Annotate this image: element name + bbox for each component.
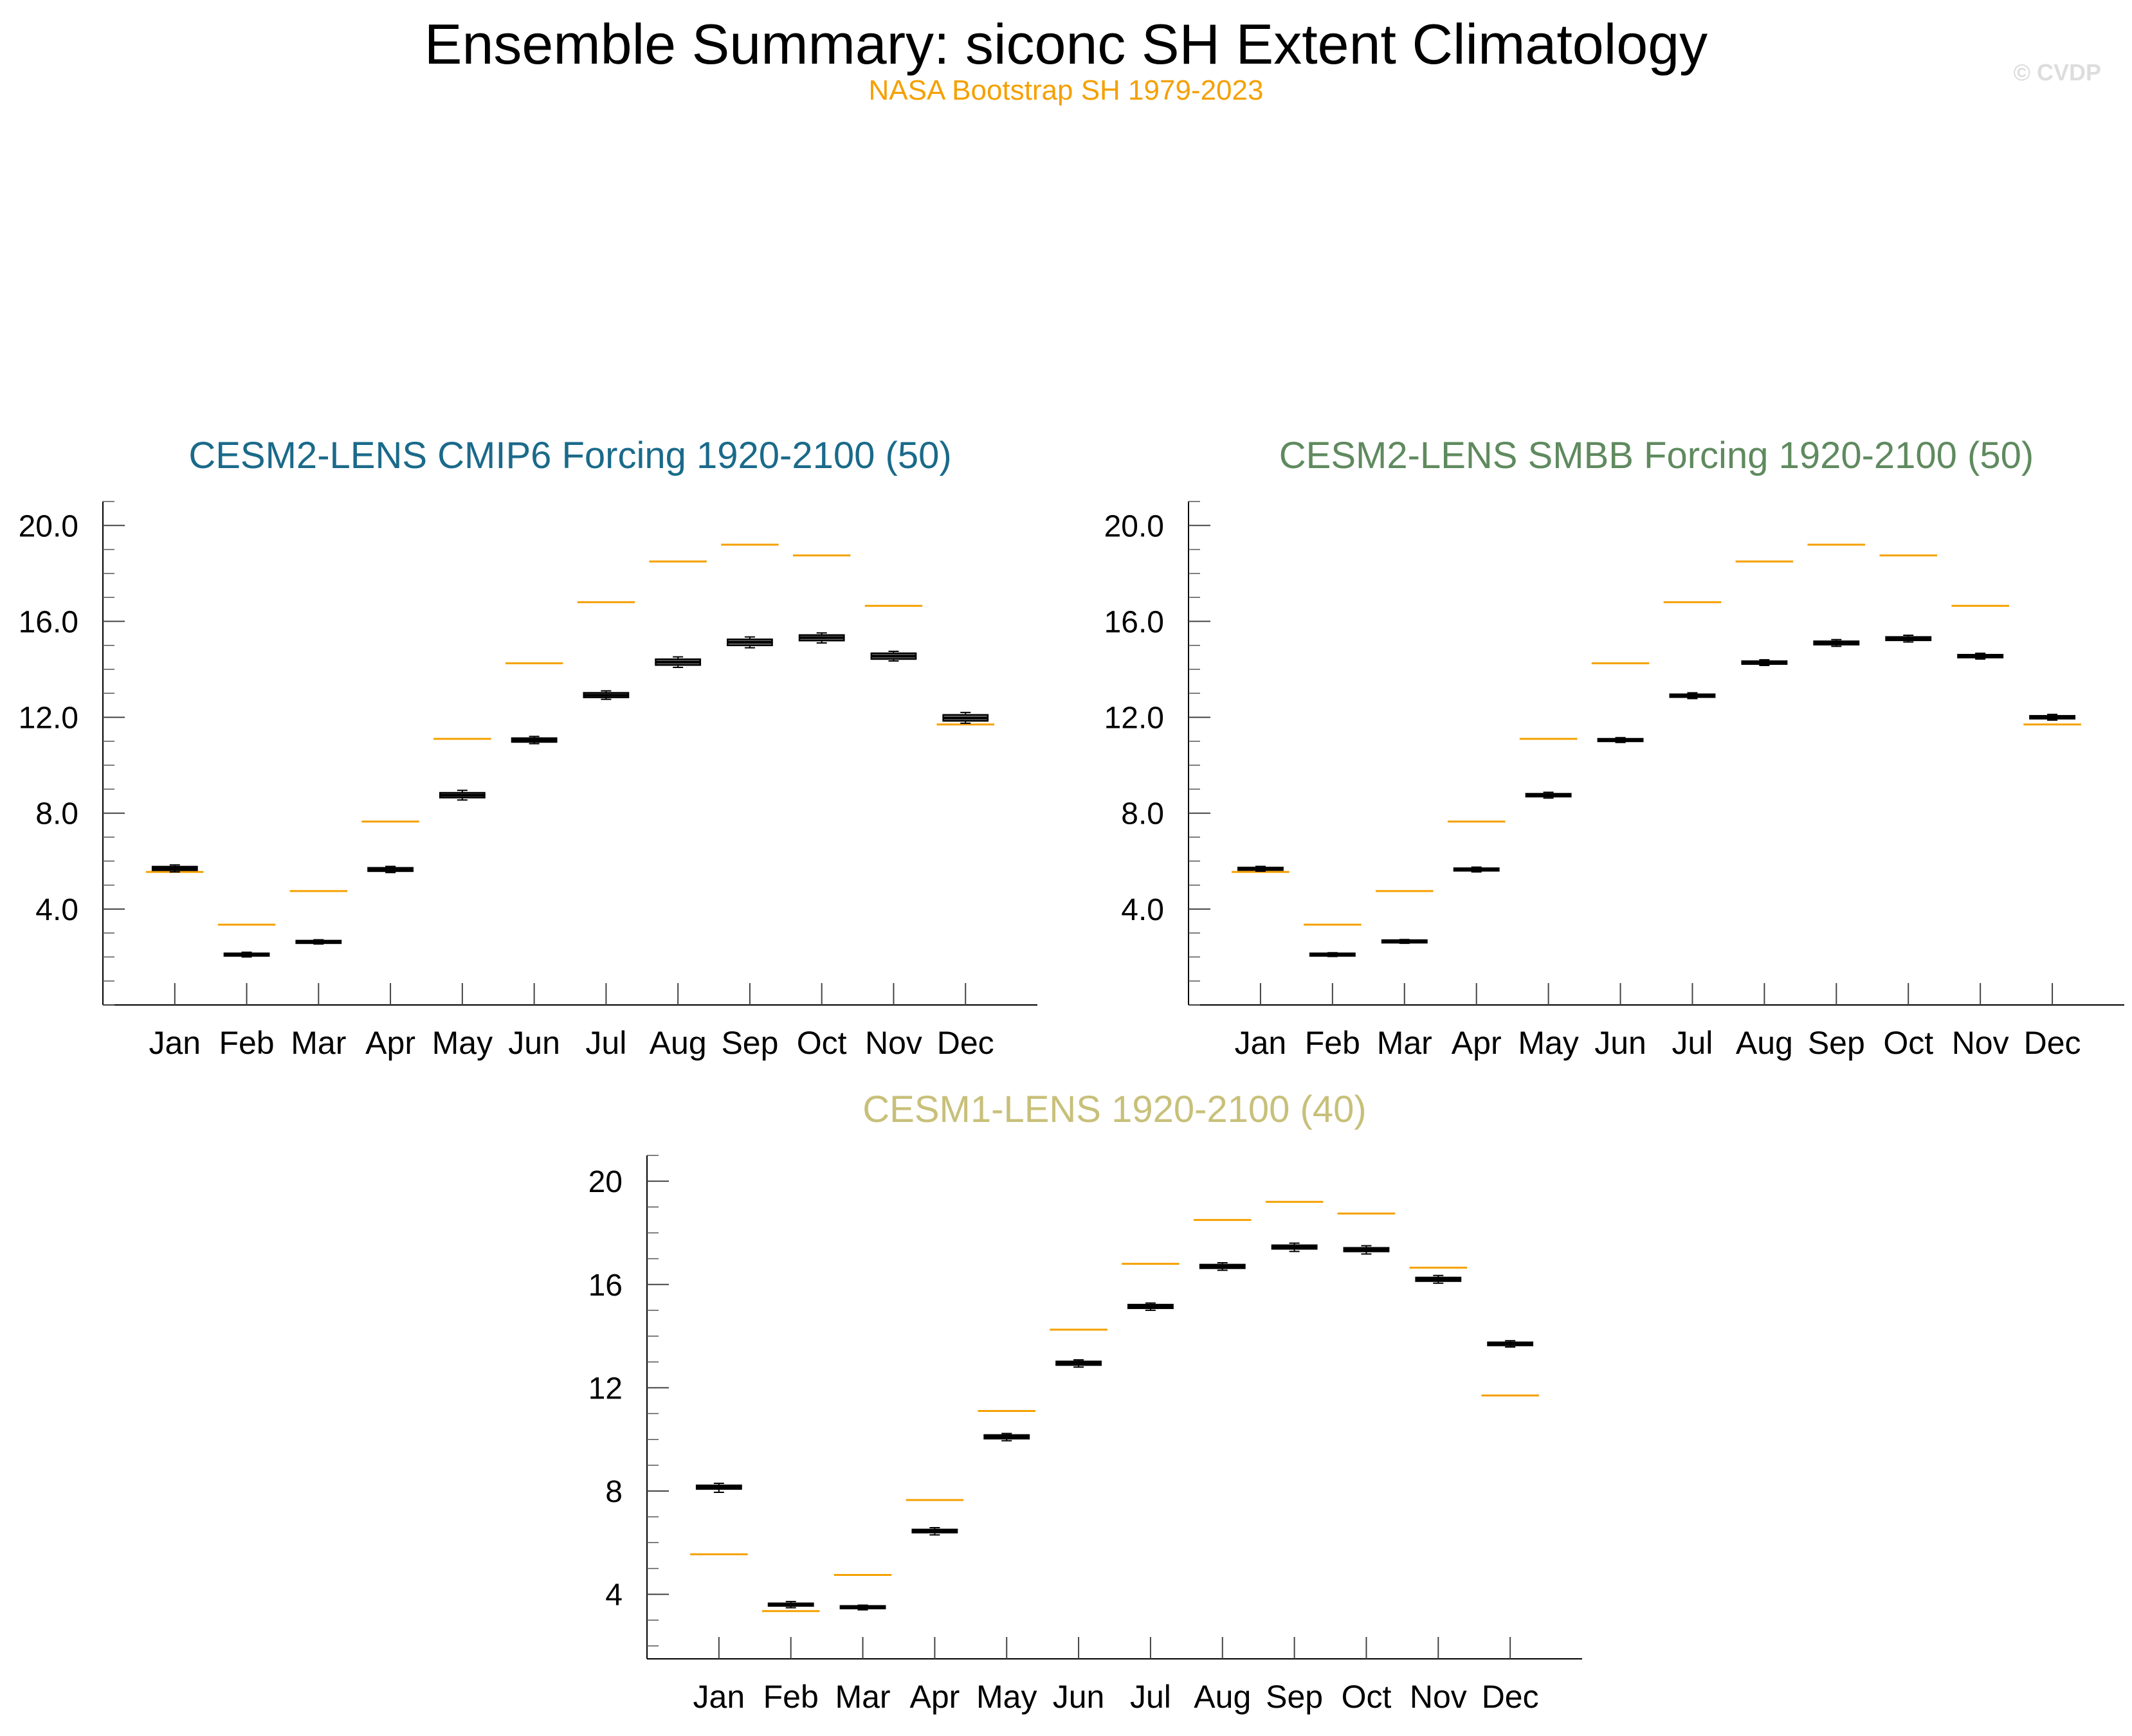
x-tick-label: Mar — [1377, 1025, 1432, 1061]
panel-title: CESM2-LENS CMIP6 Forcing 1920-2100 (50) — [188, 435, 951, 476]
chart-panel-3: CESM1-LENS 1920-2100 (40) 4 8 12 16 20 Jan Feb M… — [588, 1089, 1582, 1715]
x-tick-label: Jan — [149, 1025, 201, 1061]
chart-panel-1: CESM2-LENS CMIP6 Forcing 1920-2100 (50) 4… — [19, 435, 1037, 1061]
x-tick-label: Mar — [835, 1679, 890, 1715]
x-tick-label: Mar — [291, 1025, 346, 1061]
y-tick-label: 20.0 — [19, 509, 78, 543]
x-tick-label: Jul — [1130, 1679, 1171, 1715]
x-tick-label: Apr — [909, 1679, 960, 1715]
y-tick-label: 20 — [588, 1165, 623, 1199]
panel-title: CESM2-LENS SMBB Forcing 1920-2100 (50) — [1279, 435, 2034, 476]
x-tick-label: May — [976, 1679, 1037, 1715]
x-tick-label: Feb — [219, 1025, 274, 1061]
y-tick-label: 4.0 — [1121, 893, 1164, 927]
x-tick-label: May — [432, 1025, 493, 1061]
y-tick-label: 8 — [605, 1475, 623, 1509]
x-tick-label: Dec — [1482, 1679, 1539, 1715]
x-tick-label: Jul — [585, 1025, 626, 1061]
x-tick-label: Apr — [365, 1025, 415, 1061]
x-tick-label: Nov — [1410, 1679, 1467, 1715]
x-tick-label: Oct — [797, 1025, 847, 1061]
y-tick-label: 8.0 — [35, 797, 78, 831]
x-tick-label: Jul — [1672, 1025, 1713, 1061]
main-title: Ensemble Summary: siconc SH Extent Clima… — [424, 12, 1708, 76]
x-tick-label: Jun — [508, 1025, 560, 1061]
y-tick-label: 16.0 — [19, 605, 78, 639]
y-tick-label: 4 — [605, 1578, 623, 1613]
x-tick-label: Aug — [1736, 1025, 1793, 1061]
watermark: © CVDP — [2013, 59, 2101, 86]
chart-panel-2: CESM2-LENS SMBB Forcing 1920-2100 (50) 4.… — [1104, 435, 2124, 1061]
y-tick-label: 12.0 — [1104, 701, 1164, 736]
y-tick-label: 8.0 — [1121, 797, 1164, 831]
x-tick-label: Sep — [1808, 1025, 1865, 1061]
x-tick-label: Feb — [763, 1679, 819, 1715]
x-tick-label: Jan — [1235, 1025, 1287, 1061]
x-tick-label: Oct — [1342, 1679, 1392, 1715]
x-tick-label: Jan — [693, 1679, 745, 1715]
x-tick-label: Sep — [1266, 1679, 1323, 1715]
x-tick-label: Jun — [1594, 1025, 1646, 1061]
x-tick-label: Feb — [1305, 1025, 1360, 1061]
subtitle: NASA Bootstrap SH 1979-2023 — [868, 75, 1264, 106]
x-tick-label: Nov — [1952, 1025, 2009, 1061]
y-tick-label: 12.0 — [19, 701, 78, 736]
y-tick-label: 16.0 — [1104, 605, 1164, 639]
x-tick-label: Aug — [650, 1025, 707, 1061]
y-tick-label: 12 — [588, 1371, 623, 1406]
x-tick-label: Jun — [1053, 1679, 1105, 1715]
x-tick-label: Oct — [1883, 1025, 1933, 1061]
x-tick-label: May — [1518, 1025, 1578, 1061]
x-tick-label: Dec — [2024, 1025, 2081, 1061]
x-tick-label: Aug — [1194, 1679, 1251, 1715]
panel-title: CESM1-LENS 1920-2100 (40) — [862, 1089, 1366, 1130]
y-tick-label: 16 — [588, 1269, 623, 1303]
y-tick-label: 20.0 — [1104, 509, 1164, 543]
x-tick-label: Dec — [937, 1025, 994, 1061]
x-tick-label: Apr — [1452, 1025, 1502, 1061]
y-tick-label: 4.0 — [35, 893, 78, 927]
x-tick-label: Sep — [721, 1025, 778, 1061]
x-tick-label: Nov — [865, 1025, 922, 1061]
